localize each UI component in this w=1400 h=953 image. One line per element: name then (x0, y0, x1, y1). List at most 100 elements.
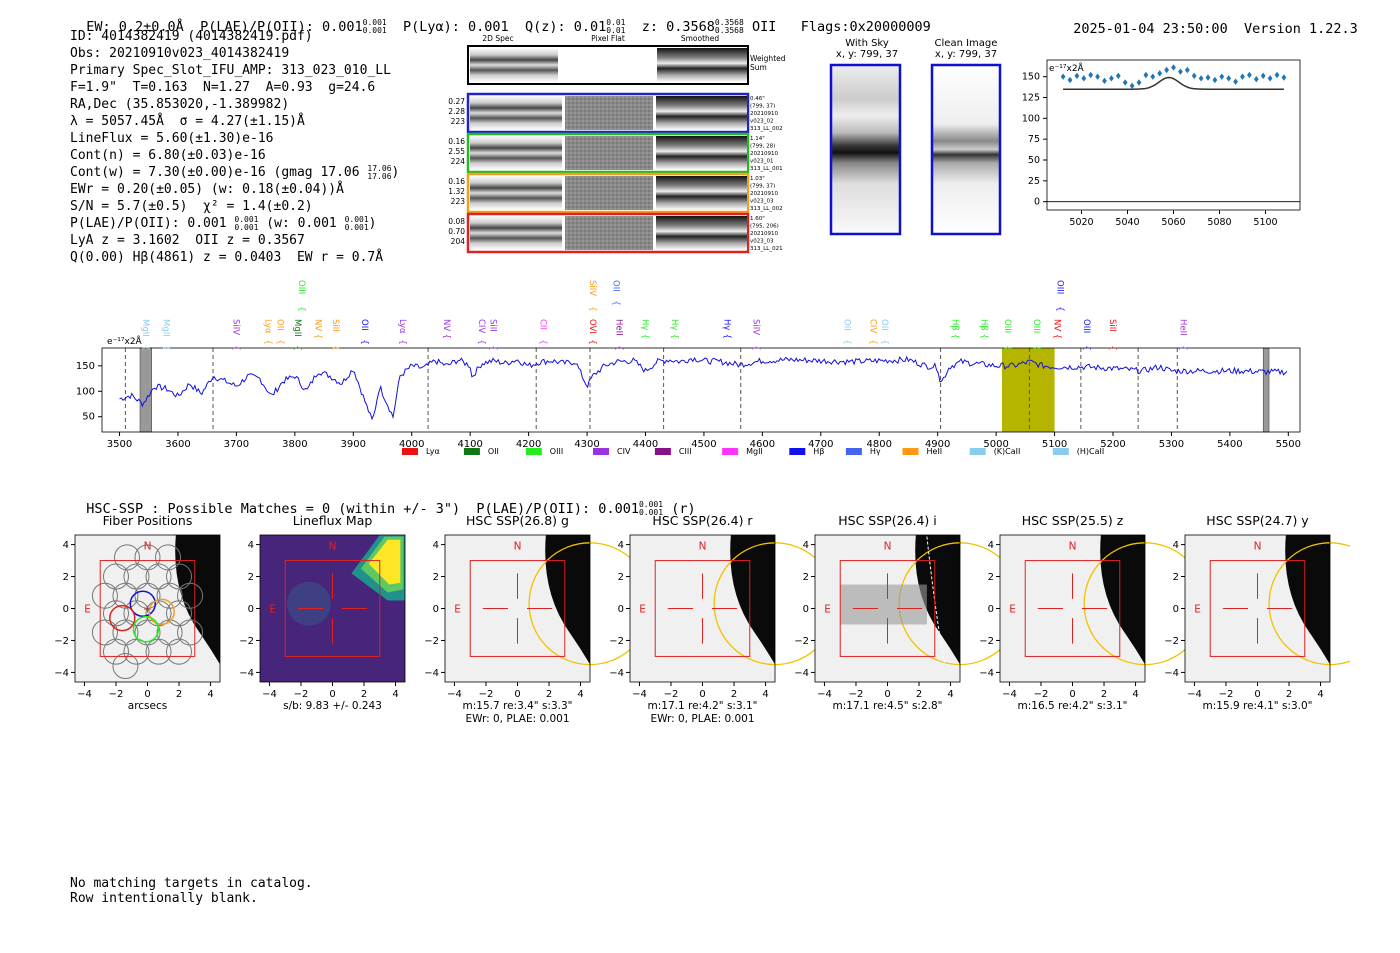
hsc-caption-2: EWr: 0, PLAE: 0.001 (650, 713, 754, 725)
legend-label: OIII (550, 447, 563, 456)
cutout-right-value: v023_01 (750, 159, 774, 165)
legend-label: Lyα (426, 447, 440, 456)
hsc-ytick-label: 2 (618, 572, 624, 583)
hsc-ytick-label: 4 (618, 540, 624, 551)
spectrum-xtick-label: 4900 (925, 439, 950, 450)
hsc-ytick-label: −4 (1164, 668, 1179, 679)
emission-line-label: NV (312, 319, 322, 331)
fiber-circle (123, 638, 150, 665)
info-plae-w: (w: 0.001 (266, 216, 337, 231)
cutout-pixel-flat (565, 136, 653, 170)
hsc-xtick-label: 0 (514, 689, 520, 700)
emission-line-label: OIII (1055, 280, 1065, 294)
hsc-xtick-label: 4 (577, 689, 583, 700)
bright-source (175, 535, 220, 665)
emission-line-brace: { (1107, 345, 1117, 350)
emission-line-brace: { (669, 334, 679, 339)
header-timestamp: 2025-01-04 23:50:00 (1073, 21, 1228, 37)
hsc-summary-sub: 0.001 (638, 508, 664, 517)
cutout-left-value: 0.16 (448, 137, 465, 146)
clean-image-xy: x, y: 799, 37 (934, 49, 998, 60)
info-lya: LyA z = 3.1602 OII z = 0.3567 (70, 233, 305, 248)
hsc-ytick-label: −4 (794, 668, 809, 679)
legend-swatch (593, 448, 609, 455)
hsc-xtick-label: 4 (392, 689, 398, 700)
emission-line-label: Hγ (721, 319, 731, 330)
header-z-sup: 0.3568 (714, 18, 744, 27)
legend-swatch (845, 448, 862, 455)
emission-line-brace: { (868, 339, 878, 344)
footer-line-1: No matching targets in catalog. (70, 876, 313, 891)
legend-swatch (969, 448, 986, 455)
info-primary: Primary Spec_Slot_IFU_AMP: 313_023_010_L… (70, 63, 391, 78)
spectrum-xtick-label: 5300 (1159, 439, 1184, 450)
cutout-pixel-flat (565, 176, 653, 210)
cutout-right-value: 20210910 (750, 191, 778, 197)
hsc-ytick-label: −2 (424, 636, 439, 647)
hsc-ytick-label: 0 (63, 604, 69, 615)
col-2d-spec: 2D Spec (482, 34, 513, 43)
spectrum-xtick-label: 5200 (1100, 439, 1125, 450)
hsc-xtick-label: 2 (1101, 689, 1107, 700)
hsc-summary-band: (r) (671, 501, 696, 517)
emission-line-brace: { (751, 345, 761, 350)
zoom-data-point (1274, 71, 1280, 79)
spectrum-unit-label: e⁻¹⁷x2Å (107, 335, 143, 347)
bright-source (1100, 535, 1145, 665)
emission-line-label: OII (879, 319, 889, 331)
zoom-xtick-label: 5080 (1207, 217, 1231, 228)
spectrum-xtick-label: 4600 (750, 439, 775, 450)
hsc-xtick-label: 2 (1286, 689, 1292, 700)
column-artifact (840, 584, 927, 625)
legend-label: Hγ (870, 447, 881, 456)
emission-line-brace: { (1031, 345, 1041, 350)
zoom-xtick-label: 5100 (1253, 217, 1277, 228)
cutout-smoothed (656, 176, 747, 210)
hsc-ytick-label: −2 (54, 636, 69, 647)
east-label: E (269, 604, 276, 616)
emission-line-label: OII (610, 280, 620, 292)
hsc-xtick-label: −2 (849, 689, 864, 700)
masked-band (139, 347, 152, 433)
north-label: N (884, 540, 892, 552)
spectrum-xtick-label: 3800 (282, 439, 307, 450)
highlight-band (1001, 348, 1055, 432)
info-plae-w-sup: 0.001 (344, 214, 369, 224)
cutout-right-value: v023_02 (750, 119, 774, 125)
spectrum-xtick-label: 3700 (224, 439, 249, 450)
hsc-panel-title: HSC SSP(26.8) g (466, 513, 569, 528)
hsc-ytick-label: 2 (248, 572, 254, 583)
fiber-circle (166, 638, 193, 665)
header-plae: P(LAE)/P(OII): 0.001 (200, 19, 363, 35)
with-sky-xy: x, y: 799, 37 (835, 49, 899, 60)
hsc-ytick-label: −4 (609, 668, 624, 679)
hsc-ytick-label: 2 (63, 572, 69, 583)
spectrum-ytick-label: 150 (76, 361, 95, 372)
bright-source (545, 535, 590, 665)
legend-swatch (789, 448, 806, 455)
hsc-xtick-label: −2 (1034, 689, 1049, 700)
zoom-data-point (1067, 76, 1073, 84)
zoom-xtick-label: 5020 (1069, 217, 1093, 228)
emission-line-label: Lyα (263, 319, 273, 334)
fiber-circle-selected (129, 590, 157, 617)
emission-line-label: OIII (1031, 319, 1041, 333)
emission-line-brace: { (1081, 345, 1091, 350)
hsc-ytick-label: 2 (433, 572, 439, 583)
fiber-circle-selected (109, 604, 136, 632)
hsc-caption-1: m:17.1 re:4.5" s:2.8" (833, 700, 943, 712)
spectrum-frame (101, 347, 1301, 433)
zoom-data-point (1136, 79, 1142, 86)
spectrum-xtick-label: 3600 (165, 439, 190, 450)
hsc-xtick-label: 4 (762, 689, 768, 700)
cutout-right-value: (799, 28) (750, 144, 775, 150)
cutout-left-value: 0.70 (448, 227, 465, 236)
info-lineflux: LineFlux = 5.60(±1.30)e-16 (70, 131, 274, 146)
detection-info: ID: 4014382419 (4014382419.pdf) Obs: 202… (70, 28, 399, 266)
hsc-panel: Fiber Positions + N E −4 −4 −2 −2 0 0 2 2 4 4 arcsecs (54, 513, 221, 712)
zoom-frame (1046, 59, 1301, 211)
fiber-circle (102, 638, 129, 665)
emission-line-label: SiIV (587, 280, 597, 296)
